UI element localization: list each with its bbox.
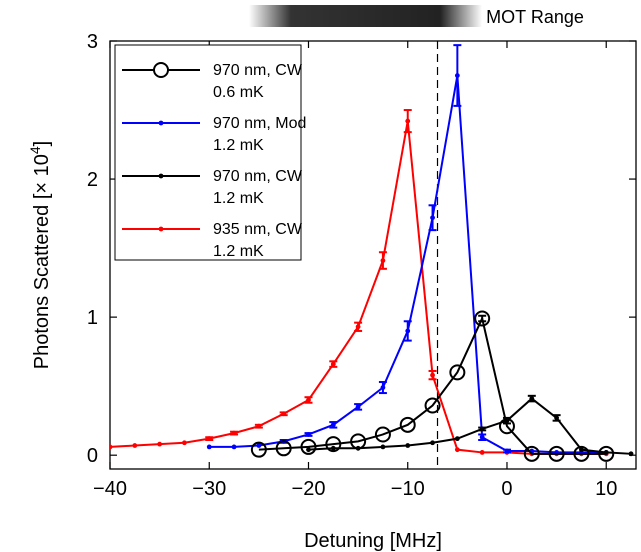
error-bar (478, 314, 487, 323)
y-axis-label: Photons Scattered [× 104] (27, 141, 53, 370)
x-tick-label: −40 (93, 478, 127, 500)
y-tick-label: 1 (87, 307, 98, 329)
y-axis-label-close: ] (31, 141, 53, 147)
legend-entry-1: 970 nm, CW 0.6 mK (122, 62, 303, 101)
legend-marker (158, 120, 164, 126)
mot-range-indicator: MOT Range (248, 5, 584, 27)
y-axis-label-main: Photons Scattered [× 10 (31, 154, 53, 369)
data-point (430, 372, 435, 378)
x-tick-label: 0 (501, 478, 512, 500)
mot-range-bar (248, 5, 483, 27)
data-point (529, 396, 535, 401)
data-point (474, 310, 491, 327)
series-1 (250, 310, 615, 462)
data-point (399, 416, 416, 433)
data-point (598, 445, 615, 462)
data-point (479, 426, 485, 432)
data-point (306, 397, 311, 403)
legend-label-line1: 935 nm, CW (213, 221, 303, 238)
data-point (306, 432, 311, 437)
data-point (182, 440, 187, 446)
data-point (454, 447, 460, 453)
series-layer (110, 44, 634, 462)
legend-marker (158, 173, 164, 179)
legend-entry-3: 970 nm, CW 1.2 mK (122, 168, 303, 207)
data-point (300, 438, 317, 455)
x-tick-label: −30 (192, 478, 226, 500)
data-point (306, 447, 311, 453)
y-tick-label: 2 (87, 169, 98, 191)
data-point (479, 434, 485, 440)
legend-entry-4: 935 nm, CW 1.2 mK (122, 221, 303, 260)
legend-label-line2: 1.2 mK (213, 137, 264, 154)
data-point (405, 443, 411, 448)
data-point (454, 436, 460, 442)
x-tick-label: −10 (391, 478, 425, 500)
legend-label-line2: 1.2 mK (213, 190, 264, 207)
data-point (548, 445, 565, 462)
data-point (350, 433, 367, 450)
data-point (424, 397, 441, 414)
data-point (330, 445, 336, 451)
legend-label-line2: 0.6 mK (213, 84, 264, 101)
data-point (281, 411, 287, 417)
data-point (250, 441, 267, 458)
series-2 (206, 44, 609, 455)
legend-label-line1: 970 nm, CW (213, 62, 303, 79)
y-tick-label: 0 (87, 445, 98, 467)
legend-label-line2: 1.2 mK (213, 243, 264, 260)
data-point (231, 444, 237, 450)
legend-entry-2: 970 nm, Mod 1.2 mK (122, 115, 306, 154)
data-point (573, 445, 590, 462)
data-point (330, 422, 336, 428)
data-point (206, 444, 212, 450)
data-point (579, 447, 584, 453)
data-point (231, 430, 237, 436)
data-point (454, 73, 460, 78)
data-point (405, 328, 411, 334)
data-point (449, 364, 466, 381)
y-axis: 0 1 2 3 (87, 31, 636, 467)
data-point (330, 361, 336, 367)
data-point (405, 118, 411, 124)
mot-range-label: MOT Range (486, 7, 584, 27)
legend-marker (153, 62, 169, 78)
y-axis-label-exponent: 4 (27, 146, 43, 154)
data-point (256, 443, 262, 448)
data-point (325, 436, 342, 453)
data-point (275, 440, 292, 457)
x-axis: −40 −30 −20 −10 0 10 (93, 41, 617, 500)
data-point (430, 215, 435, 221)
data-point (374, 426, 391, 443)
data-point (498, 418, 515, 435)
data-point (479, 450, 485, 455)
data-point (504, 448, 510, 454)
x-axis-label: Detuning [MHz] (304, 530, 442, 552)
data-point (380, 385, 386, 390)
data-point (430, 440, 435, 446)
data-point (355, 324, 361, 330)
legend-label-line1: 970 nm, Mod (213, 115, 306, 132)
legend-label-line1: 970 nm, CW (213, 168, 303, 185)
y-tick-label: 3 (87, 31, 98, 53)
data-point (554, 415, 560, 421)
data-point (380, 444, 386, 450)
data-point (206, 436, 212, 442)
data-point (355, 404, 361, 410)
data-point (256, 423, 262, 429)
legend-marker (158, 226, 164, 232)
data-point (380, 258, 386, 263)
series-line (258, 315, 607, 455)
data-point (628, 451, 634, 457)
x-tick-label: −20 (292, 478, 326, 500)
x-tick-label: 10 (595, 478, 617, 500)
data-point (157, 441, 163, 447)
data-point (523, 445, 540, 462)
data-point (110, 444, 113, 450)
data-point (132, 443, 138, 448)
legend-box (114, 44, 302, 261)
